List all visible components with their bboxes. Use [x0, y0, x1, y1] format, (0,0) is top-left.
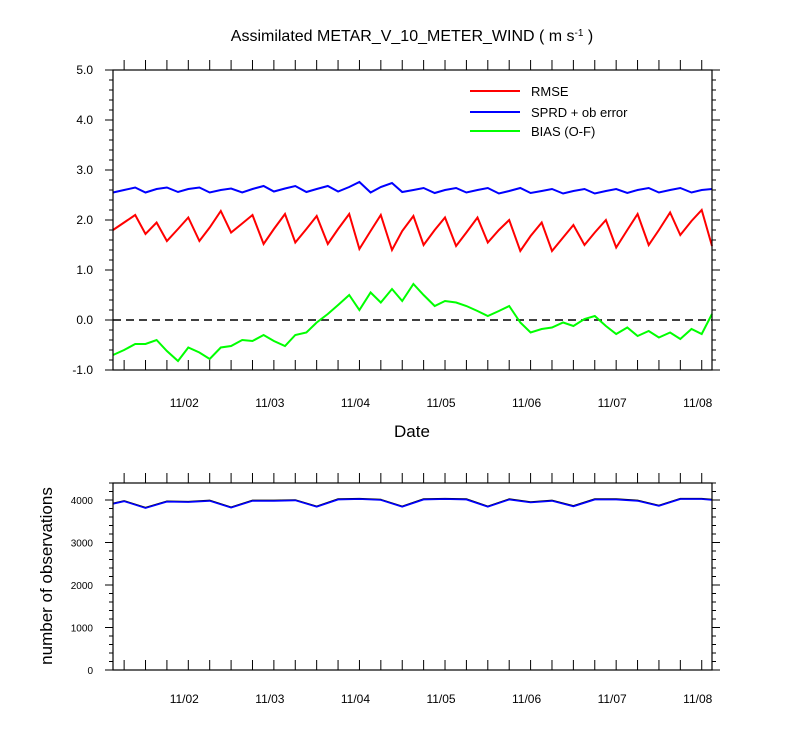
obs-x-tick-label: 11/07	[598, 692, 627, 706]
x-tick-label: 11/04	[341, 396, 370, 410]
x-tick-label: 11/03	[255, 396, 284, 410]
bottom-plot-frame	[112, 482, 713, 671]
bottom-panel: 0 1000 2000 3000 4000 11/02 11/03 11/04 11/05 11…	[37, 473, 720, 706]
series-line-bias-o-f	[112, 282, 713, 363]
obs-x-tick-label: 11/04	[341, 692, 370, 706]
y-tick-label: -1.0	[72, 363, 93, 377]
series-line-rmse	[112, 208, 713, 254]
obs-x-tick-label: 11/05	[426, 692, 455, 706]
obs-x-tick-label: 11/02	[170, 692, 199, 706]
chart-title: Assimilated METAR_V_10_METER_WIND ( m s-…	[231, 28, 593, 46]
legend: RMSE SPRD + ob error BIAS (O-F)	[470, 84, 628, 139]
obs-x-tick-label: 11/06	[512, 692, 541, 706]
top-panel: -1.0 0.0 1.0 2.0 3.0 4.0 5.0 11/02 11/03 11/04 11…	[72, 60, 720, 441]
obs-x-tick-label: 11/08	[683, 692, 712, 706]
y-tick-label: 2.0	[76, 213, 93, 227]
obs-y-tick-label: 1000	[71, 624, 94, 635]
y-tick-label: 3.0	[76, 163, 93, 177]
obs-x-tick-label: 11/03	[255, 692, 284, 706]
legend-label: SPRD + ob error	[531, 105, 628, 120]
x-tick-label: 11/02	[170, 396, 199, 410]
x-tick-label: 11/07	[598, 396, 627, 410]
x-tick-label: 11/06	[512, 396, 541, 410]
obs-series-line	[112, 498, 713, 509]
x-tick-label: 11/05	[426, 396, 455, 410]
y-tick-label: 0.0	[76, 313, 93, 327]
series-line-sprd-ob-error	[112, 180, 713, 195]
obs-y-tick-label: 0	[87, 666, 93, 677]
obs-y-tick-label: 4000	[71, 496, 94, 507]
x-tick-label: 11/08	[683, 396, 712, 410]
legend-label: BIAS (O-F)	[531, 124, 595, 139]
obs-y-tick-label: 3000	[71, 539, 94, 550]
y-tick-label: 5.0	[76, 63, 93, 77]
x-axis-title: Date	[394, 422, 430, 441]
obs-y-tick-label: 2000	[71, 581, 94, 592]
y-axis-title-observations: number of observations	[37, 487, 56, 665]
y-tick-label: 1.0	[76, 263, 93, 277]
legend-label: RMSE	[531, 84, 569, 99]
y-tick-label: 4.0	[76, 113, 93, 127]
